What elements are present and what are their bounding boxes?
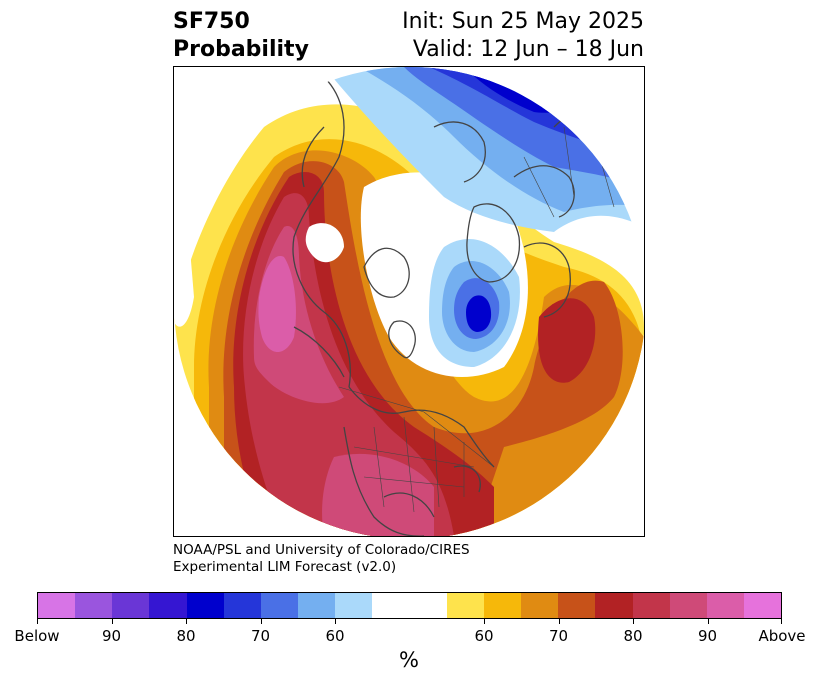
colorbar-segment [186,593,224,618]
colorbar-segment [595,593,633,618]
warm-anomaly-95 [258,256,296,352]
product-name: SF750 [173,9,250,34]
colorbar-tick-label: 60 [474,627,494,645]
credit-line-1: NOAA/PSL and University of Colorado/CIRE… [173,542,470,558]
colorbar-segment [260,593,299,618]
map-title: SF750 Probability [173,8,309,64]
colorbar-tick-label: 60 [325,627,345,645]
colorbar-unit: % [399,648,419,672]
colorbar-tick-mark [633,619,634,624]
colorbar-segment [669,593,707,618]
init-date: Init: Sun 25 May 2025 [402,9,644,34]
colorbar-segment [298,593,336,618]
colorbar-tick-label: 90 [101,627,122,645]
neutral-region-west [174,237,194,327]
colorbar-segment [112,593,150,618]
neutral-region-hudson [305,223,344,263]
colorbar-segment [372,593,410,618]
credit-text: NOAA/PSL and University of Colorado/CIRE… [173,542,470,576]
colorbar-tick-mark [37,619,38,624]
colorbar-segment [335,593,373,618]
colorbar-tick-label: Above [758,627,806,645]
colorbar-segment [706,593,744,618]
colorbar-tick-mark [186,619,187,624]
polar-projection-map [174,67,644,536]
valid-range: Valid: 12 Jun – 18 Jun [412,37,644,62]
colorbar-segment [75,593,113,618]
colorbar-tick-mark [484,619,485,624]
colorbar-segment [743,593,782,618]
warm-anomaly-90-south [322,453,434,536]
map-panel [173,66,645,537]
warm-anomaly-80-east [538,298,596,383]
colorbar-tick-mark [111,619,113,624]
credit-line-2: Experimental LIM Forecast (v2.0) [173,559,397,575]
colorbar-segment [521,593,559,618]
colorbar-segment [446,593,484,618]
product-subtitle: Probability [173,37,309,62]
colorbar-tick-mark [558,619,560,624]
colorbar-tick-label: 80 [176,627,196,645]
coastlines [292,76,635,536]
colorbar-tick-label: 80 [623,627,643,645]
colorbar-tick-mark [781,619,782,624]
colorbar-tick-label: 70 [250,627,271,645]
colorbar-segment [223,593,261,618]
probability-colorbar [37,592,782,619]
forecast-dates: Init: Sun 25 May 2025 Valid: 12 Jun – 18… [402,8,644,64]
colorbar-segment [38,593,76,618]
colorbar-segment [149,593,187,618]
colorbar-tick-label: 90 [697,627,718,645]
colorbar-segment [483,593,522,618]
cold-anomaly-greenland-85 [466,295,492,332]
colorbar-tick-mark [335,619,336,624]
colorbar-tick-label: Below [14,627,60,645]
colorbar-tick-mark [707,619,709,624]
colorbar-segment [409,593,447,618]
political-borders [338,126,615,513]
colorbar-segment [632,593,670,618]
colorbar-tick-mark [260,619,262,624]
colorbar-tick-label: 70 [548,627,569,645]
colorbar-segment [558,593,596,618]
